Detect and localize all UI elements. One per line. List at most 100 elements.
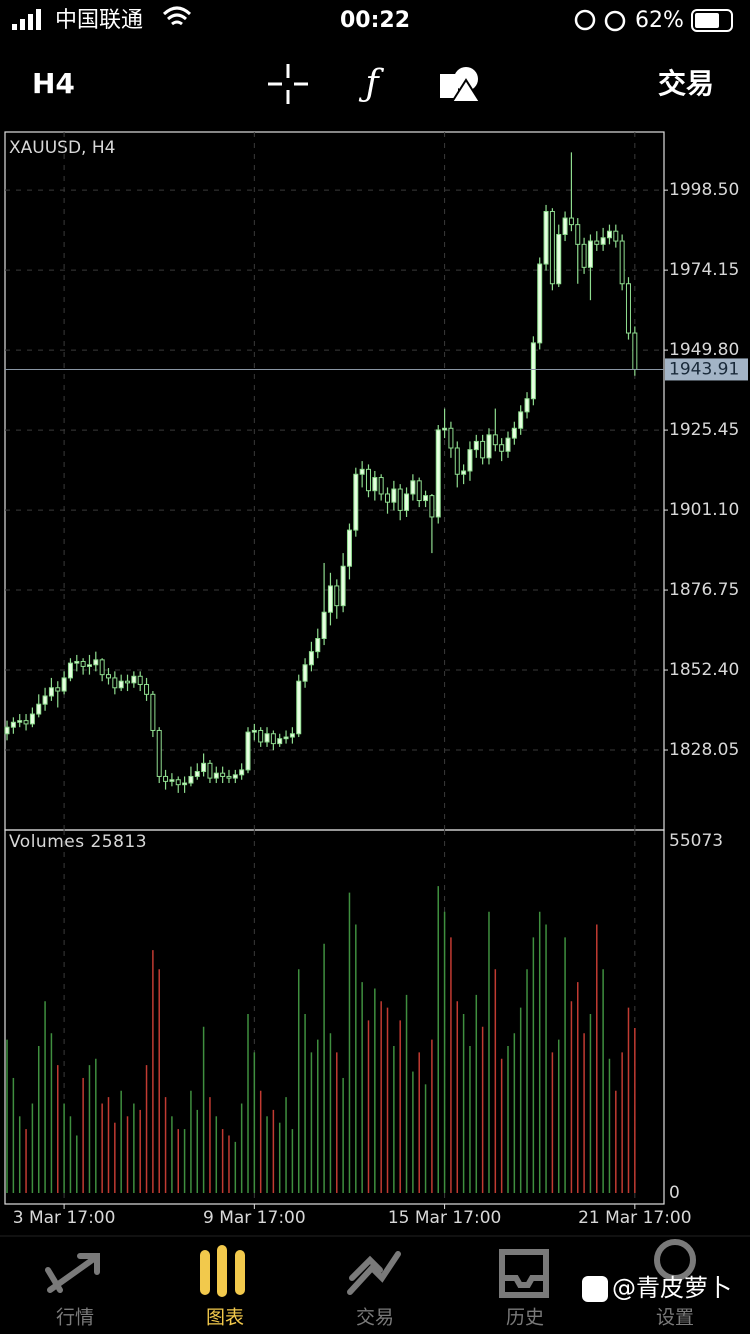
candle-body: [86, 664, 92, 667]
candle-body: [473, 440, 479, 451]
battery-level: [695, 13, 719, 28]
tab-icon[interactable]: [45, 1253, 100, 1293]
indicators-button[interactable]: ƒ: [358, 63, 384, 104]
candle-body: [48, 687, 54, 697]
candle-body: [296, 680, 302, 735]
candle-body: [404, 493, 410, 511]
candle-body: [289, 733, 295, 738]
signal-bar: [20, 19, 25, 30]
timeframe-button[interactable]: H4: [32, 67, 75, 100]
tab-label[interactable]: 历史: [506, 1307, 544, 1329]
candle-body: [619, 240, 625, 285]
candle-body: [606, 230, 612, 239]
candle-body: [226, 775, 232, 779]
tab-icon[interactable]: [200, 1245, 245, 1297]
candle-body: [4, 726, 10, 735]
candle-body: [220, 772, 226, 777]
candle-body: [23, 720, 29, 725]
candle-body: [245, 731, 251, 771]
tab-label[interactable]: 图表: [206, 1307, 244, 1329]
candle-body: [429, 495, 435, 518]
candle-body: [581, 243, 587, 268]
candle-body: [283, 736, 289, 740]
candle-body: [385, 493, 391, 503]
candle-body: [144, 683, 150, 695]
y-tick-label: 1974.15: [669, 260, 739, 280]
candle-body: [239, 769, 245, 776]
candle-body: [105, 674, 111, 679]
signal-bar: [12, 24, 17, 30]
current-price-box: [665, 358, 748, 381]
candle-body: [416, 480, 422, 502]
candle-body: [80, 660, 86, 667]
candle-body: [448, 427, 454, 449]
battery-icon: [691, 9, 733, 32]
watermark-text: @青皮萝卜: [612, 1274, 732, 1302]
candle-body: [29, 713, 35, 725]
candle-body: [163, 775, 169, 782]
chart: XAUUSD, H4 Volumes 25813 1828.05 1852.40 1…: [4, 131, 748, 1228]
candle-body: [467, 449, 473, 472]
candle-body: [632, 332, 638, 370]
y-tick-label: 1876.75: [669, 580, 739, 600]
candle-body: [600, 237, 606, 245]
candle-body: [556, 233, 562, 285]
candle-body: [524, 398, 530, 413]
y-tick-label: 1998.50: [669, 180, 739, 200]
candle-body: [308, 651, 314, 666]
candle-body: [454, 447, 460, 475]
signal-bar: [36, 9, 41, 30]
candle-body: [42, 695, 48, 705]
candle-body: [258, 729, 264, 743]
candle-body: [543, 210, 549, 265]
objects-button[interactable]: [440, 67, 482, 103]
tab-icon[interactable]: [499, 1249, 549, 1298]
candle-body: [194, 771, 200, 777]
candle-body: [549, 210, 555, 285]
x-tick-label: 15 Mar 17:00: [388, 1208, 502, 1228]
tab-label[interactable]: 行情: [56, 1307, 94, 1329]
candle-body: [442, 427, 448, 431]
toolbar: H4 ƒ 交易: [32, 63, 714, 104]
candle-body: [169, 779, 175, 782]
candle-body: [55, 687, 61, 692]
candle-body: [213, 772, 219, 779]
candle-body: [499, 444, 505, 452]
candle-body: [74, 660, 80, 664]
candle-body: [435, 429, 441, 518]
chart-title: XAUUSD, H4: [9, 138, 115, 158]
y-tick-label: 1852.40: [669, 660, 739, 680]
alarm-icon: [604, 10, 626, 32]
candle-body: [461, 470, 467, 475]
candle-body: [118, 680, 124, 689]
trade-button[interactable]: 交易: [658, 67, 714, 100]
tab-icon[interactable]: [347, 1251, 401, 1295]
wifi-icon: [162, 6, 192, 26]
candle-body: [391, 488, 397, 503]
volume-panel: [4, 829, 665, 1205]
y-tick-label: 1949.80: [669, 340, 739, 360]
y-tick-label: 1925.45: [669, 420, 739, 440]
candle-body: [505, 437, 511, 452]
candle-body: [125, 680, 131, 684]
crosshair-button[interactable]: [268, 64, 308, 104]
candle-body: [93, 659, 99, 666]
volume-tick-label: 55073: [669, 831, 723, 851]
candle-body: [112, 677, 118, 689]
tab-icon[interactable]: [654, 1239, 697, 1281]
x-tick-label: 21 Mar 17:00: [578, 1208, 692, 1228]
tab-label[interactable]: 设置: [656, 1307, 694, 1329]
candle-body: [587, 240, 593, 268]
candle-body: [36, 703, 42, 715]
candle-body: [10, 721, 16, 728]
watermark-icon: [582, 1276, 608, 1302]
candle-body: [277, 738, 283, 745]
candle-body: [492, 434, 498, 446]
tab-label[interactable]: 交易: [356, 1307, 394, 1329]
candle-body: [423, 495, 429, 502]
candle-body: [613, 230, 619, 242]
candle-body: [156, 729, 162, 777]
candle-body: [67, 662, 73, 679]
x-tick-label: 9 Mar 17:00: [203, 1208, 306, 1228]
